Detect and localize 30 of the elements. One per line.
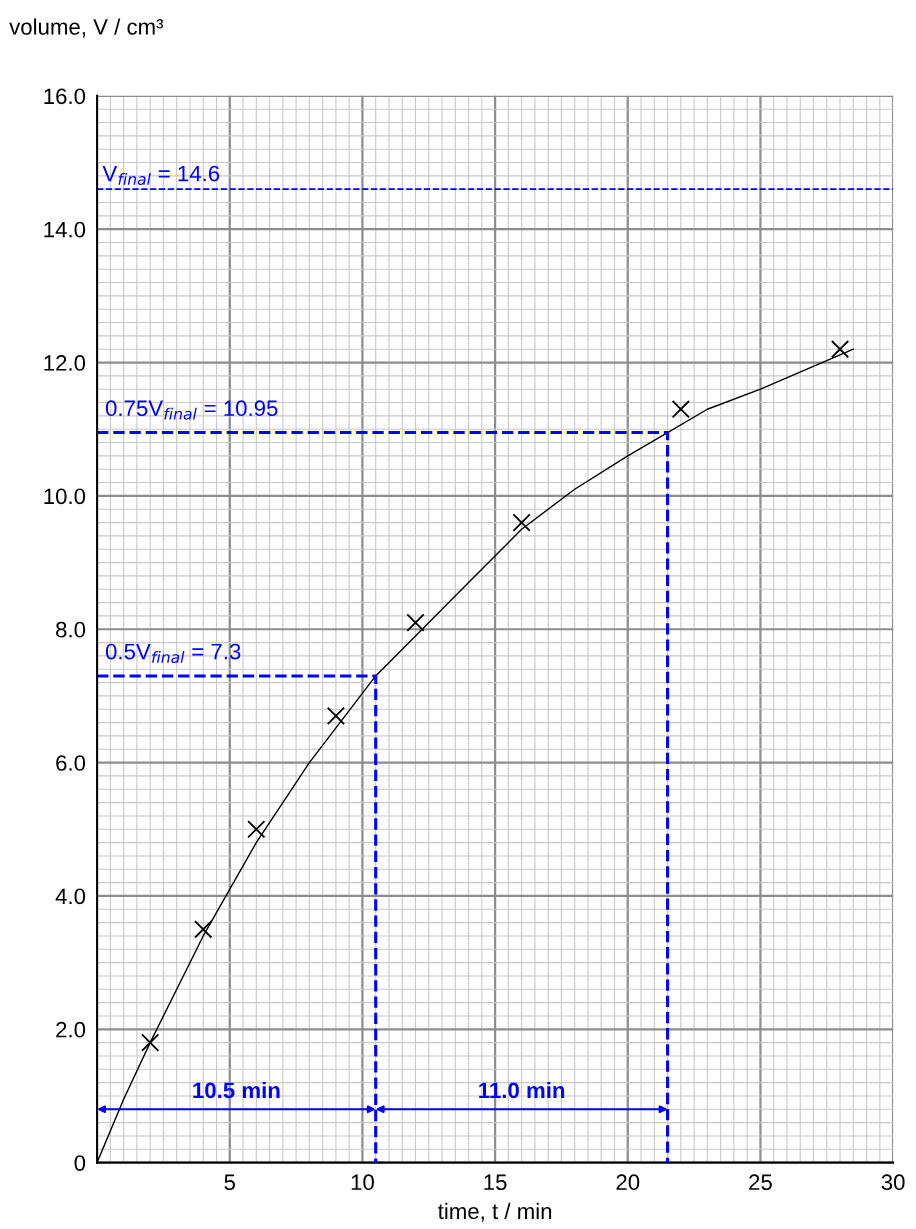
x-tick-label: 15 — [484, 1174, 507, 1191]
y-tick-label: 8.0 — [56, 621, 86, 638]
point — [141, 1033, 160, 1052]
y-tick-label: 14.0 — [44, 221, 86, 238]
ref-line-label: V$_{final}$ = 14.6 — [102, 165, 220, 186]
y-tick-label: 10.0 — [44, 488, 86, 505]
annotation: 0.5V$_{final}$ = 7.3 — [105, 643, 241, 664]
y-axis-title: volume, V / cm³ — [9, 18, 164, 38]
point — [512, 513, 531, 532]
annotation: 11.0 min — [479, 1081, 565, 1099]
y-tick-label: 16.0 — [44, 88, 86, 105]
y-tick-label: 6.0 — [56, 755, 86, 771]
y-tick-label: 2.0 — [56, 1021, 86, 1038]
point — [247, 820, 266, 839]
x-tick-label: 30 — [881, 1174, 905, 1191]
x-tick-label: 5 — [224, 1174, 236, 1191]
x-tick-label: 25 — [749, 1174, 772, 1191]
y-tick-label: 0 — [74, 1155, 86, 1171]
x-axis-title: time, t / min — [438, 1202, 552, 1222]
point — [326, 706, 346, 726]
x-tick-label: 10 — [351, 1174, 374, 1191]
x-tick-label: 20 — [616, 1174, 640, 1191]
y-tick-label: 12.0 — [44, 355, 86, 371]
annotation: 10.5 min — [193, 1081, 280, 1099]
point — [406, 613, 425, 632]
annotation: 0.75V$_{final}$ = 10.95 — [105, 400, 278, 420]
point — [671, 400, 690, 419]
y-tick-label: 4.0 — [55, 888, 86, 905]
point — [194, 920, 213, 939]
point — [830, 340, 850, 359]
